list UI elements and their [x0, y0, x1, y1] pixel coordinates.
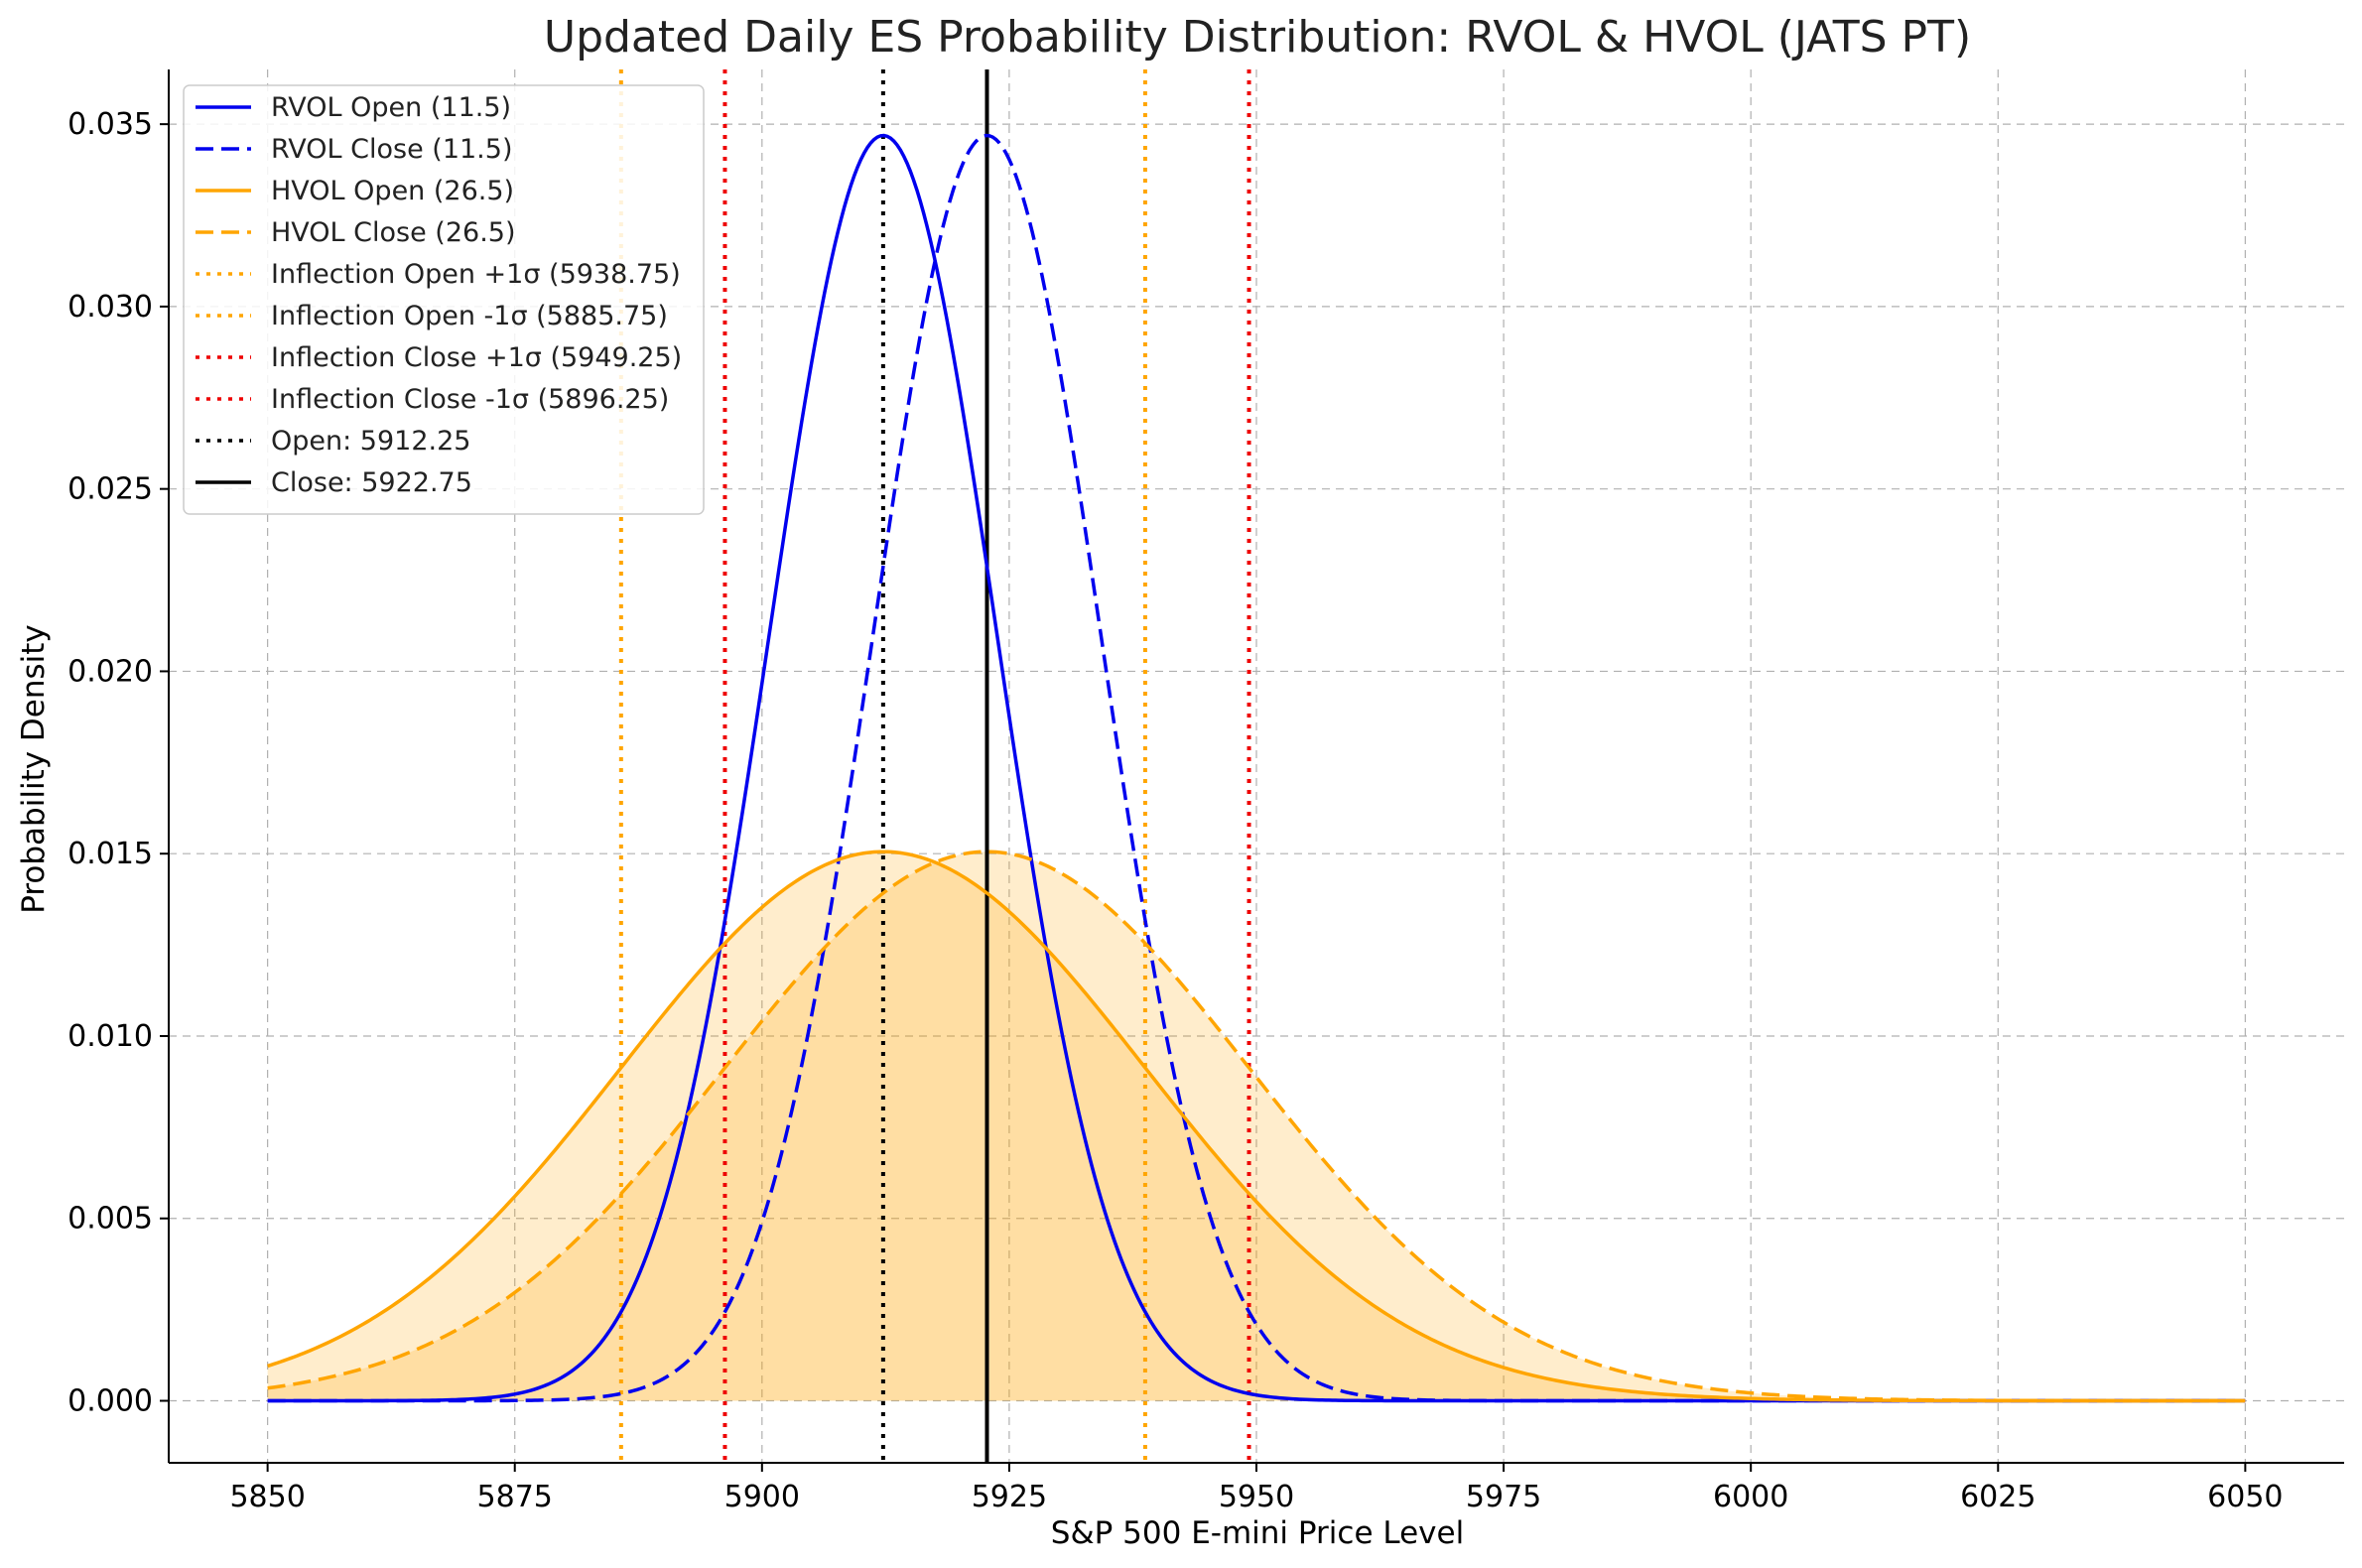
y-tick-label-0.015: 0.015 — [67, 837, 153, 871]
x-tick-label-5975: 5975 — [1466, 1480, 1541, 1514]
legend-label-inflection-open-1-5938-75: Inflection Open +1σ (5938.75) — [271, 259, 681, 290]
y-tick-label-0.005: 0.005 — [67, 1202, 153, 1237]
legend-label-inflection-close-1-5896-25: Inflection Close -1σ (5896.25) — [271, 384, 669, 415]
chart-title: Updated Daily ES Probability Distributio… — [544, 12, 1971, 63]
x-tick-label-5925: 5925 — [972, 1480, 1047, 1514]
legend-label-hvol-close-26-5: HVOL Close (26.5) — [271, 217, 516, 248]
x-tick-label-6000: 6000 — [1713, 1480, 1788, 1514]
y-axis-ticks: 0.000 0.005 0.010 0.015 0.020 0.025 0.030 0.035 — [67, 107, 169, 1419]
legend-label-inflection-open-1-5885-75: Inflection Open -1σ (5885.75) — [271, 301, 668, 331]
y-tick-label-0.035: 0.035 — [67, 107, 153, 142]
y-tick-label-0.025: 0.025 — [67, 472, 153, 507]
y-tick-label-0.000: 0.000 — [67, 1384, 153, 1419]
x-tick-label-5950: 5950 — [1219, 1480, 1294, 1514]
legend-label-inflection-close-1-5949-25: Inflection Close +1σ (5949.25) — [271, 342, 682, 373]
legend-label-rvol-close-11-5: RVOL Close (11.5) — [271, 134, 512, 165]
legend-label-rvol-open-11-5: RVOL Open (11.5) — [271, 92, 511, 123]
legend-label-close-5922-75: Close: 5922.75 — [271, 467, 472, 498]
curve-hvol-close-26-5 — [267, 849, 2246, 1403]
y-axis-label: Probability Density — [16, 624, 52, 914]
legend: RVOL Open (11.5) RVOL Close (11.5) HVOL Op… — [183, 84, 705, 515]
curve-hvol-open-26-5 — [267, 849, 2246, 1403]
x-axis-label: S&P 500 E-mini Price Level — [1051, 1515, 1464, 1551]
fill-hvol-close-26-5 — [267, 851, 2246, 1401]
x-axis-ticks: 5850 5875 5900 5925 5950 5975 6000 6025 6050 — [229, 1463, 2284, 1514]
x-tick-label-6050: 6050 — [2207, 1480, 2283, 1514]
distribution-curves — [267, 133, 2246, 1403]
x-tick-label-6025: 6025 — [1960, 1480, 2035, 1514]
legend-label-hvol-open-26-5: HVOL Open (26.5) — [271, 176, 514, 206]
legend-label-open-5912-25: Open: 5912.25 — [271, 426, 470, 457]
x-tick-label-5850: 5850 — [229, 1480, 305, 1514]
fill-hvol-open-26-5 — [267, 851, 2246, 1401]
y-tick-label-0.020: 0.020 — [67, 654, 153, 689]
y-tick-label-0.030: 0.030 — [67, 290, 153, 325]
legend-box — [183, 84, 705, 515]
distribution-fills — [267, 851, 2246, 1401]
y-tick-label-0.010: 0.010 — [67, 1019, 153, 1054]
x-tick-label-5875: 5875 — [477, 1480, 553, 1514]
x-tick-label-5900: 5900 — [724, 1480, 800, 1514]
